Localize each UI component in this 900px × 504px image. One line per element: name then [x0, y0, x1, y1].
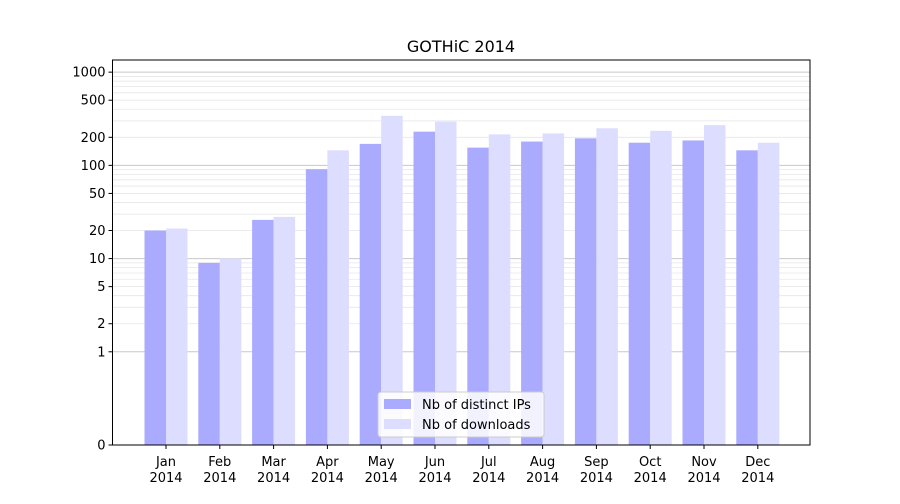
- y-tick-label: 10: [89, 252, 106, 267]
- y-tick-label: 50: [89, 187, 106, 202]
- bar-downloads: [327, 150, 349, 446]
- y-tick-label: 20: [89, 224, 106, 239]
- x-tick-label-year: 2014: [203, 471, 236, 486]
- legend-box: [377, 391, 545, 438]
- x-tick-label-month: Mar: [261, 455, 286, 470]
- bar-downloads: [381, 115, 403, 446]
- y-axis: 0 1 2 5 10 20 50 100 200 500 1000: [72, 66, 113, 454]
- bars: [144, 115, 780, 446]
- bar-downloads: [166, 228, 188, 445]
- bar-downloads: [435, 121, 457, 446]
- bar-distinct-ips: [628, 142, 651, 445]
- y-tick-label: 500: [81, 94, 106, 109]
- legend-swatch: [384, 419, 411, 429]
- bar-distinct-ips: [413, 131, 435, 445]
- x-tick-label-year: 2014: [741, 471, 774, 486]
- bar-distinct-ips: [736, 150, 758, 446]
- bar-downloads: [704, 125, 726, 445]
- x-tick-label-month: Nov: [691, 455, 717, 470]
- bar-distinct-ips: [521, 141, 543, 446]
- x-tick-label-year: 2014: [580, 471, 613, 486]
- x-tick-label-year: 2014: [526, 471, 559, 486]
- y-tick-label: 200: [81, 131, 106, 146]
- x-tick-label-year: 2014: [472, 471, 505, 486]
- x-tick-label-month: Sep: [584, 455, 609, 470]
- x-tick-label-year: 2014: [634, 471, 667, 486]
- plot-frame: [112, 59, 811, 446]
- y-tick-label: 100: [81, 159, 106, 174]
- x-tick-label-month: Aug: [530, 455, 555, 470]
- bar-downloads: [542, 133, 565, 445]
- x-tick-label-month: May: [368, 455, 395, 470]
- x-tick-label-month: Oct: [639, 455, 661, 470]
- x-tick-label-year: 2014: [687, 471, 720, 486]
- legend-label: Nb of distinct IPs: [422, 398, 531, 413]
- legend-swatch: [384, 399, 411, 409]
- y-tick-label: 1000: [72, 66, 105, 81]
- x-tick-label-month: Apr: [316, 455, 339, 470]
- bar-distinct-ips: [144, 230, 166, 445]
- x-tick-label-year: 2014: [149, 471, 182, 486]
- legend-label: Nb of downloads: [422, 418, 531, 433]
- bar-downloads: [488, 134, 511, 445]
- y-tick-label: 1: [97, 345, 105, 360]
- bar-distinct-ips: [359, 143, 382, 445]
- bar-distinct-ips: [467, 147, 489, 445]
- legend: Nb of distinct IPs Nb of downloads: [377, 391, 545, 438]
- x-tick-label-month: Jul: [480, 455, 497, 470]
- bar-distinct-ips: [252, 219, 274, 445]
- chart-title: GOTHiC 2014: [407, 37, 515, 56]
- x-tick-label-month: Jan: [155, 455, 176, 470]
- x-tick-label-year: 2014: [311, 471, 344, 486]
- x-tick-label-year: 2014: [257, 471, 290, 486]
- y-tick-label: 5: [97, 280, 105, 295]
- x-tick-label-month: Feb: [208, 455, 231, 470]
- x-tick-label-year: 2014: [365, 471, 398, 486]
- bar-downloads: [596, 128, 618, 445]
- y-tick-label: 0: [97, 439, 105, 454]
- bar-downloads: [219, 258, 242, 445]
- bar-downloads: [273, 216, 296, 445]
- bar-distinct-ips: [198, 262, 220, 445]
- x-axis: Jan2014Feb2014Mar2014Apr2014May2014Jun20…: [149, 445, 774, 486]
- bar-distinct-ips: [305, 169, 328, 445]
- bar-distinct-ips: [574, 138, 597, 445]
- x-tick-label-month: Dec: [745, 455, 770, 470]
- bar-downloads: [757, 142, 780, 445]
- bar-downloads: [650, 130, 672, 445]
- x-tick-label-month: Jun: [424, 455, 445, 470]
- x-tick-label-year: 2014: [418, 471, 451, 486]
- bar-distinct-ips: [682, 140, 704, 445]
- y-tick-label: 2: [97, 317, 105, 332]
